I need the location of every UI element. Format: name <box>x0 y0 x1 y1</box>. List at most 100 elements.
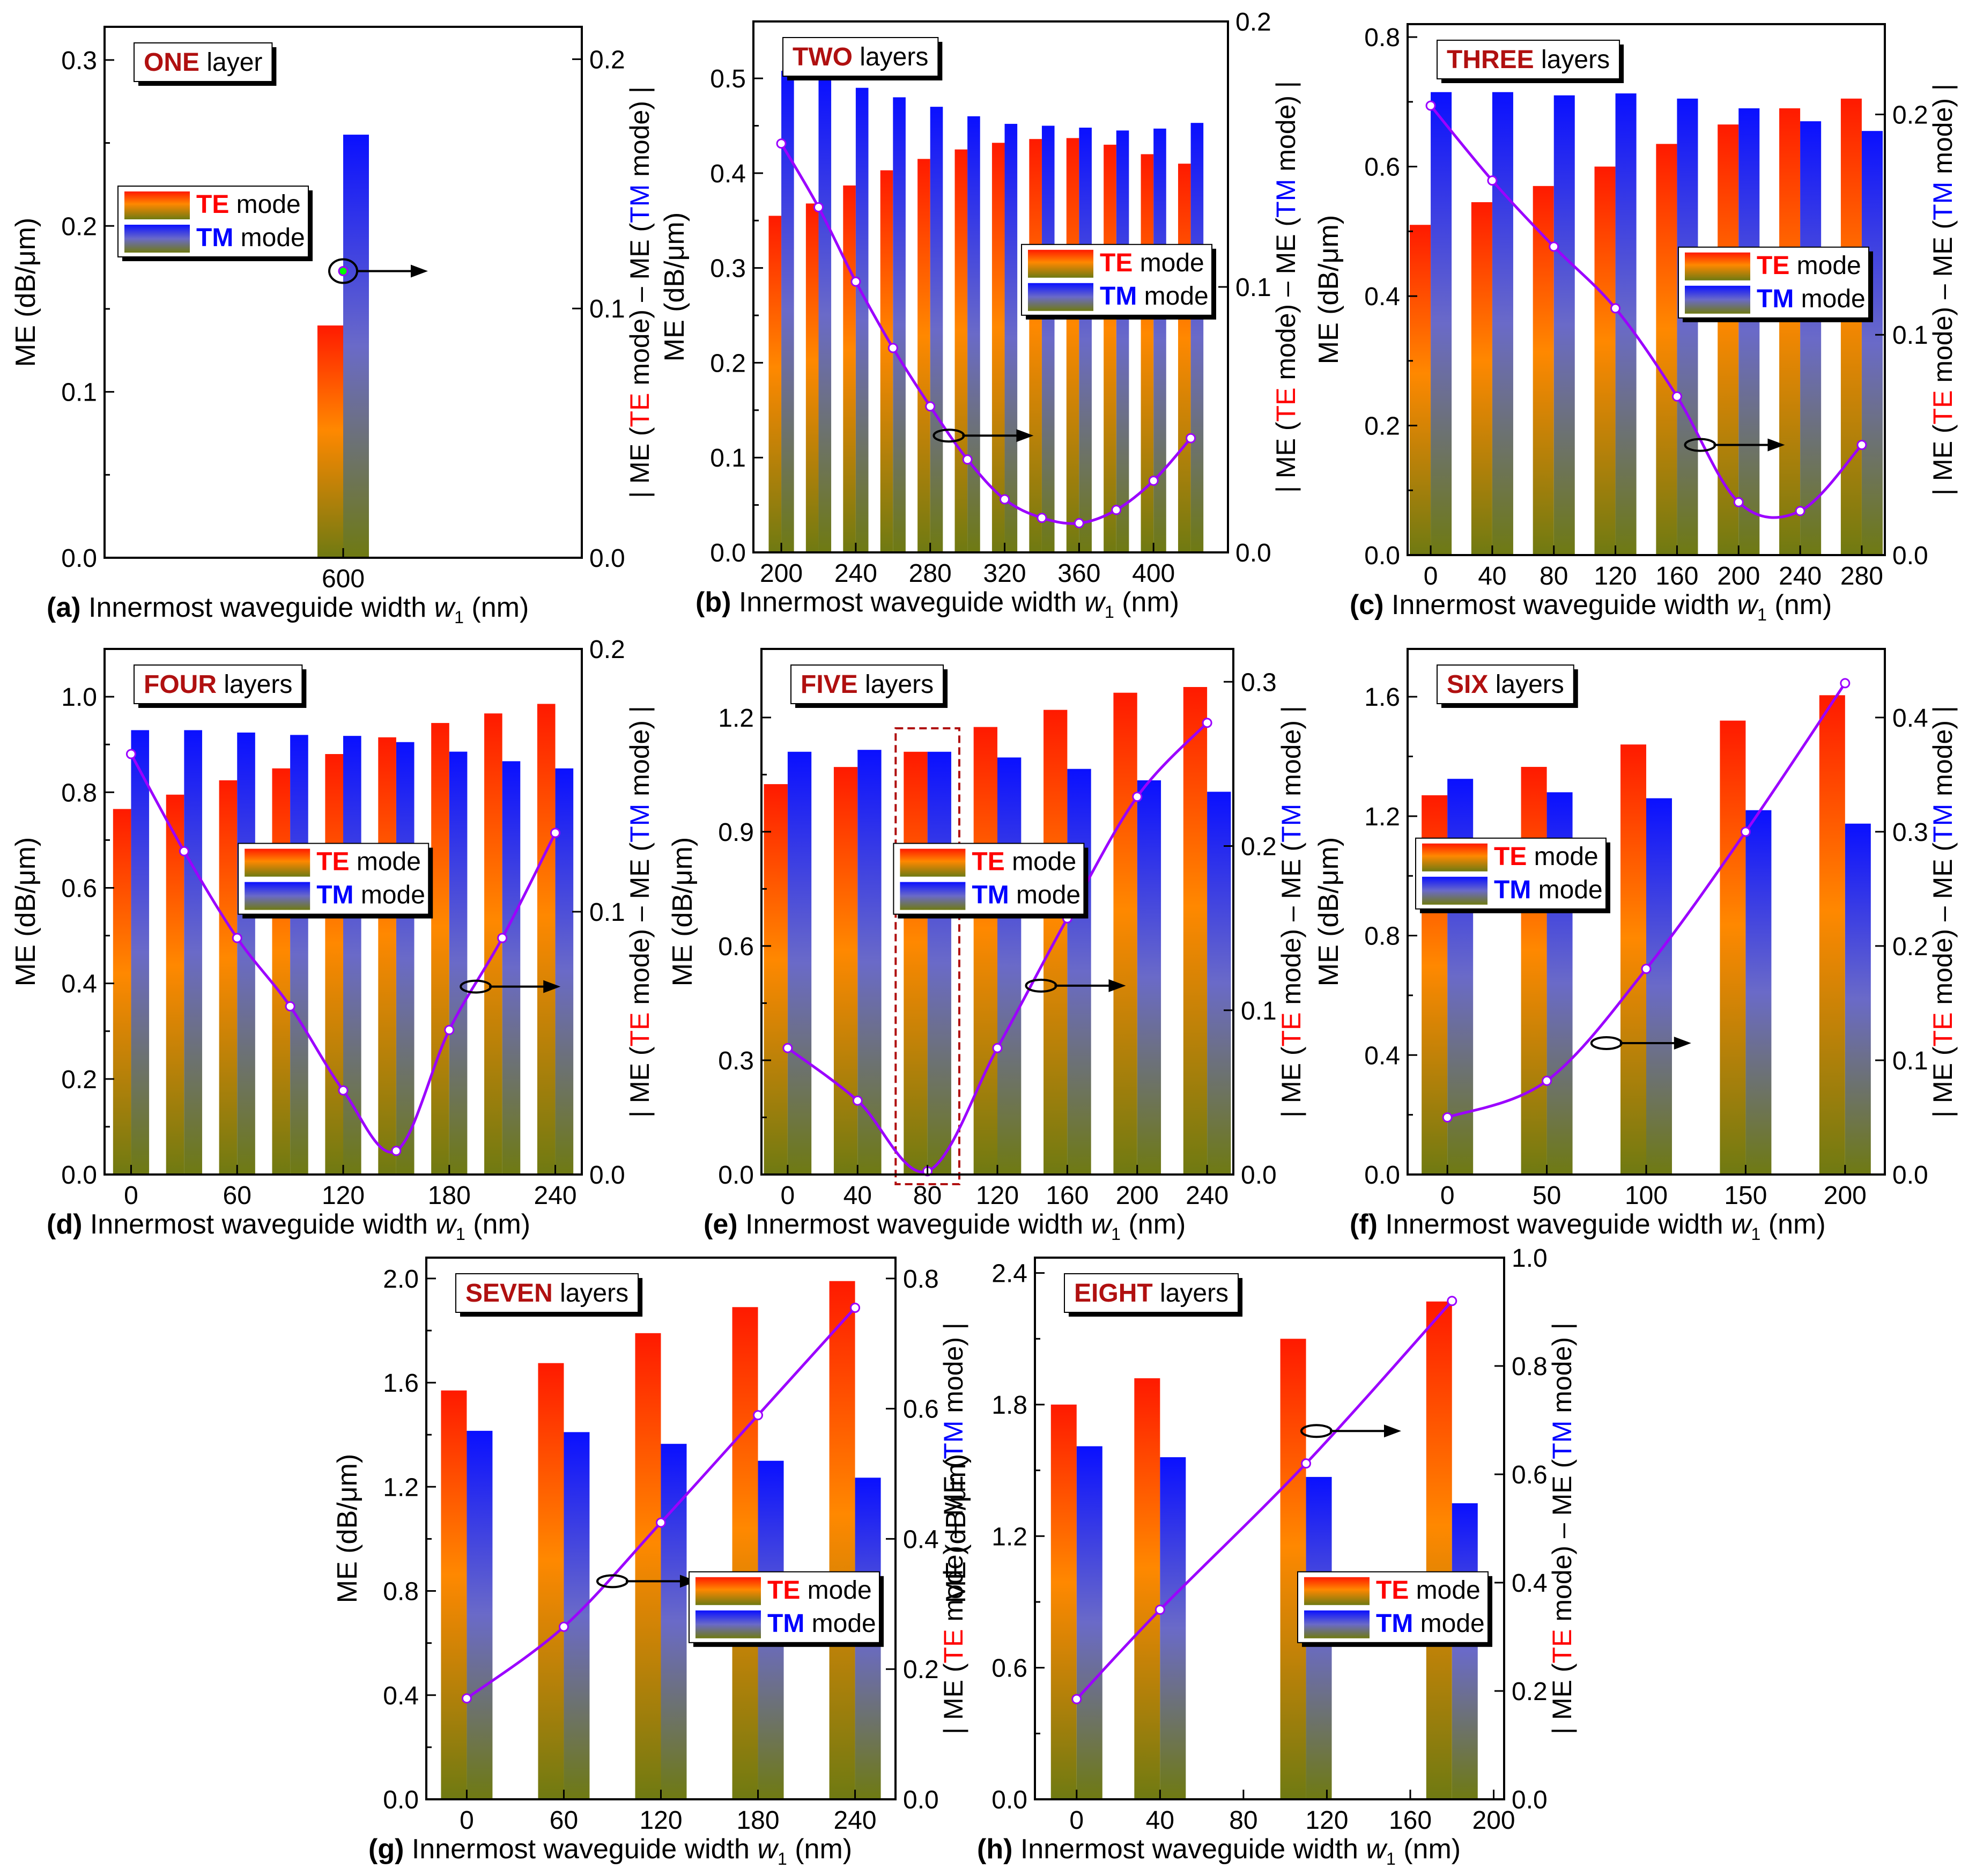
y-axis-label: ME (dB/μm) <box>659 212 690 361</box>
x-label-prefix: Innermost waveguide width <box>738 1209 1091 1240</box>
arrow-right-icon <box>543 980 561 993</box>
y2-tick-label: 0.0 <box>589 1161 625 1190</box>
y-axis-label: ME (dB/μm) <box>941 1454 972 1603</box>
legend-tm-swatch <box>1304 1610 1370 1638</box>
difference-point <box>1154 1605 1165 1615</box>
legend-tm-label: TM mode <box>196 224 305 252</box>
difference-point <box>1740 826 1751 837</box>
y2-label-part: TM <box>1928 182 1958 220</box>
y2-tick-label: 0.8 <box>1512 1353 1548 1381</box>
difference-point <box>1641 964 1652 974</box>
y2-label-part: | ME ( <box>625 427 655 498</box>
legend-te-swatch <box>1304 1577 1370 1605</box>
y-tick-label: 0.3 <box>61 47 97 75</box>
tm-bar <box>930 107 943 552</box>
legend-tm-bold: TM <box>972 881 1009 910</box>
te-bar <box>1620 744 1646 1175</box>
x-label-prefix: Innermost waveguide width <box>81 592 434 623</box>
legend-te-swatch <box>124 191 190 219</box>
tm-bar <box>184 730 202 1175</box>
y-tick-label: 0.3 <box>718 1047 754 1075</box>
tm-bar <box>1677 98 1698 556</box>
legend-te-swatch <box>1422 843 1487 871</box>
x-tick-label: 360 <box>1057 559 1100 588</box>
y2-label-part: mode) | <box>625 86 655 184</box>
legend-tm-bold: TM <box>767 1609 804 1638</box>
y2-tick-label: 0.0 <box>903 1786 939 1814</box>
y-tick-label: 0.0 <box>1364 1161 1400 1190</box>
y-tick-label: 0.0 <box>383 1786 419 1814</box>
legend-te-label: TE mode <box>1757 252 1861 280</box>
y2-axis-label: | ME (TE mode) – ME (TM mode) | <box>1276 706 1306 1118</box>
difference-point <box>776 138 787 149</box>
plot-frame <box>1034 1257 1505 1800</box>
difference-point <box>1301 1458 1312 1469</box>
title-rest: layers <box>858 670 934 699</box>
y2-axis-label: | ME (TE mode) – ME (TM mode) | <box>625 86 655 498</box>
tm-bar <box>1076 1446 1102 1799</box>
y-tick-label: 0.0 <box>61 544 97 573</box>
x-tick-label: 240 <box>1779 562 1822 590</box>
te-bar <box>954 149 968 552</box>
y-axis-label: ME (dB/μm) <box>667 837 698 986</box>
legend-te-swatch <box>245 848 310 877</box>
te-bar <box>991 143 1005 552</box>
tm-bar <box>290 735 308 1175</box>
panel-g: 0.0 0.4 0.8 1.2 1.6 2.0 0.0 0.2 0.4 0.6 0.8 0 60 120 1… <box>332 1257 968 1868</box>
y-tick-label: 0.4 <box>1364 1042 1400 1070</box>
y2-tick-label: 0.6 <box>1512 1461 1548 1489</box>
y2-label-part: TE <box>625 393 655 427</box>
y-tick-label: 0.2 <box>61 212 97 241</box>
te-bar <box>1819 695 1845 1175</box>
y-axis-label: ME (dB/μm) <box>10 837 41 986</box>
y-tick-label: 0.0 <box>61 1161 97 1190</box>
te-bar <box>1521 766 1547 1175</box>
tm-bar <box>467 1430 493 1799</box>
tm-bar <box>855 87 869 552</box>
panel-label: (g) <box>368 1834 404 1865</box>
x-tick-label: 0 <box>781 1181 795 1210</box>
difference-point <box>1037 513 1047 523</box>
tm-bar <box>1800 121 1822 556</box>
tm-bar <box>1137 780 1161 1175</box>
difference-point <box>338 265 349 276</box>
y2-tick-label: 0.2 <box>903 1656 939 1684</box>
legend-mode-text: mode <box>350 848 421 876</box>
x-tick-label: 60 <box>550 1806 578 1835</box>
te-bar <box>441 1390 467 1799</box>
te-bar <box>1113 692 1137 1175</box>
x-tick-label: 120 <box>639 1806 682 1835</box>
legend-tm-label: TM mode <box>767 1609 876 1638</box>
panel-c: 0.0 0.2 0.4 0.6 0.8 0.0 0.1 0.2 0 40 80 120 160 200 24… <box>1313 23 1958 624</box>
difference-point <box>1000 494 1010 505</box>
y-tick-label: 0.3 <box>710 255 746 283</box>
x-tick-label: 120 <box>1594 562 1637 590</box>
legend-mode-text: mode <box>804 1609 876 1638</box>
difference-point <box>782 1043 793 1053</box>
y2-label-part: | ME ( <box>625 1046 655 1118</box>
difference-point <box>753 1410 764 1421</box>
te-bar <box>378 737 396 1175</box>
y2-tick-label: 0.2 <box>1892 101 1928 129</box>
te-bar <box>1104 144 1116 553</box>
legend-te-swatch <box>1685 252 1750 280</box>
tm-bar <box>449 751 468 1175</box>
x-tick-label: 40 <box>1146 1806 1174 1835</box>
y2-tick-label: 0.4 <box>1512 1569 1548 1598</box>
difference-point <box>850 1302 861 1313</box>
legend-tm-swatch <box>1685 285 1750 314</box>
y2-label-part: TE <box>938 1629 968 1664</box>
x-label-unit: (nm) <box>464 592 529 623</box>
x-label-subscript: 1 <box>454 608 464 627</box>
legend-mode-text: mode <box>1005 848 1076 876</box>
title-count: FOUR <box>144 670 217 699</box>
y2-label-part: TE <box>1547 1629 1577 1664</box>
y-tick-label: 0.4 <box>61 970 97 999</box>
arrow-right-icon <box>1016 429 1034 442</box>
y-tick-label: 2.0 <box>383 1265 419 1294</box>
title-rest: layers <box>1534 46 1610 74</box>
difference-point <box>1671 391 1682 402</box>
y-tick-label: 0.1 <box>61 379 97 407</box>
